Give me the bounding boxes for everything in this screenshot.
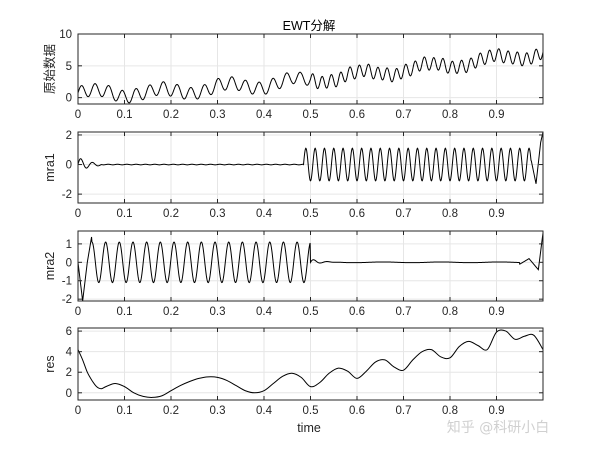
x-tick-label-8: 0.8	[442, 306, 458, 318]
x-tick-label-0: 0	[75, 208, 81, 220]
x-tick-label-7: 0.7	[396, 109, 412, 121]
y-tick-label-2: 10	[59, 29, 72, 41]
x-tick-label-7: 0.7	[396, 405, 412, 417]
series-line-2	[77, 131, 544, 184]
y-tick-label-1: 5	[66, 61, 72, 73]
x-tick-label-0: 0	[75, 405, 81, 417]
x-tick-label-9: 0.9	[489, 306, 505, 318]
watermark: 知乎 @科研小白	[447, 419, 549, 436]
x-tick-label-2: 0.2	[163, 208, 179, 220]
x-tick-label-9: 0.9	[489, 109, 505, 121]
series-line-1	[77, 48, 544, 104]
y-axis-label-4: res	[43, 355, 57, 372]
x-tick-label-5: 0.5	[303, 306, 319, 318]
x-tick-label-9: 0.9	[489, 405, 505, 417]
y-tick-label-2: 4	[66, 347, 73, 359]
y-tick-label-0: -2	[62, 189, 72, 201]
x-tick-label-2: 0.2	[163, 109, 179, 121]
x-tick-label-5: 0.5	[303, 208, 319, 220]
x-tick-label-2: 0.2	[163, 405, 179, 417]
y-tick-label-0: 0	[66, 388, 72, 400]
panel-4: 0 0.1 0.2 0.3 0.4 0.5 0.6 0.7 0.8 0.9 0 2 4 6 res	[43, 326, 544, 417]
y-axis-label-1: 原始数据	[42, 44, 57, 94]
x-tick-label-3: 0.3	[210, 109, 226, 121]
x-tick-label-7: 0.7	[396, 208, 412, 220]
x-tick-label-1: 0.1	[117, 306, 133, 318]
y-tick-label-0: 0	[66, 93, 72, 105]
x-tick-label-5: 0.5	[303, 109, 319, 121]
x-tick-label-8: 0.8	[442, 208, 458, 220]
x-tick-label-5: 0.5	[303, 405, 319, 417]
x-tick-label-8: 0.8	[442, 109, 458, 121]
x-tick-label-4: 0.4	[256, 208, 273, 220]
x-tick-label-1: 0.1	[117, 405, 133, 417]
x-tick-label-3: 0.3	[210, 306, 226, 318]
chart-title: EWT分解	[283, 19, 336, 33]
x-tick-label-3: 0.3	[210, 405, 226, 417]
x-tick-label-9: 0.9	[489, 208, 505, 220]
x-tick-label-8: 0.8	[442, 405, 458, 417]
y-tick-label-1: 0	[66, 160, 72, 172]
series-line-4	[77, 329, 544, 398]
y-tick-label-3: 6	[66, 326, 72, 338]
y-tick-label-0: -2	[62, 294, 72, 306]
y-axis-label-3: mra2	[43, 252, 57, 281]
y-tick-label-2: 2	[66, 130, 72, 142]
x-tick-label-6: 0.6	[349, 306, 365, 318]
x-tick-label-0: 0	[75, 306, 81, 318]
x-tick-label-4: 0.4	[256, 109, 273, 121]
x-tick-label-1: 0.1	[117, 109, 133, 121]
x-tick-label-6: 0.6	[349, 109, 365, 121]
y-tick-label-2: 0	[66, 257, 72, 269]
y-tick-label-3: 1	[66, 239, 72, 251]
x-tick-label-0: 0	[75, 109, 81, 121]
x-tick-label-1: 0.1	[117, 208, 133, 220]
y-tick-label-1: -1	[62, 276, 72, 288]
series-line-3	[77, 232, 544, 302]
x-tick-label-4: 0.4	[256, 405, 273, 417]
y-tick-label-1: 2	[66, 367, 72, 379]
x-tick-label-3: 0.3	[210, 208, 226, 220]
x-axis-label: time	[297, 421, 321, 435]
x-tick-label-7: 0.7	[396, 306, 412, 318]
x-tick-label-6: 0.6	[349, 208, 365, 220]
x-tick-label-2: 0.2	[163, 306, 179, 318]
x-tick-label-6: 0.6	[349, 405, 365, 417]
x-tick-label-4: 0.4	[256, 306, 273, 318]
panel-3: 0 0.1 0.2 0.3 0.4 0.5 0.6 0.7 0.8 0.9 -2 -1 0 1 mra2	[43, 230, 544, 318]
y-axis-label-2: mra1	[43, 153, 57, 182]
